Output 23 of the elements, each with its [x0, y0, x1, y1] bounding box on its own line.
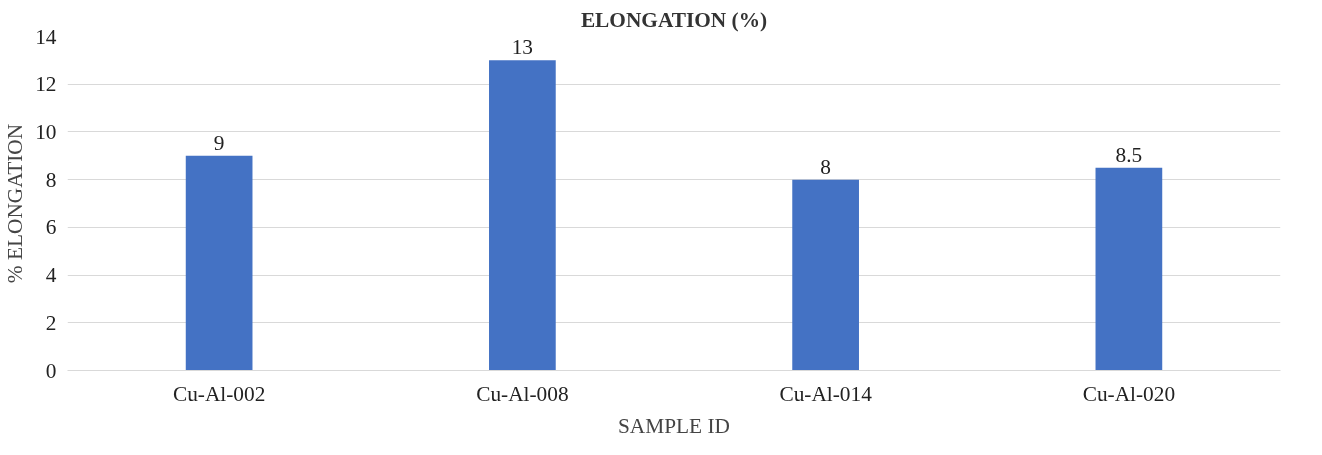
y-tick-label: 2 — [45, 310, 57, 335]
y-tick-label: 12 — [35, 72, 57, 97]
y-tick-label: 8 — [45, 167, 57, 192]
y-tick-label: 10 — [35, 119, 57, 144]
x-tick-label: Cu-Al-008 — [476, 381, 569, 406]
y-tick-label: 14 — [35, 24, 57, 49]
data-label: 8 — [820, 154, 831, 179]
chart-title: ELONGATION (%) — [580, 7, 768, 32]
y-tick-label: 0 — [45, 358, 57, 383]
x-tick-label: Cu-Al-002 — [172, 381, 266, 406]
x-tick-label: Cu-Al-020 — [1082, 381, 1176, 406]
x-axis-title: SAMPLE ID — [618, 413, 730, 438]
data-label: 13 — [511, 35, 534, 60]
bar — [185, 155, 253, 371]
y-tick-label: 4 — [45, 263, 57, 288]
data-label: 8.5 — [1115, 142, 1143, 167]
y-axis-title: % ELONGATION — [3, 123, 28, 284]
bar — [489, 60, 556, 371]
x-tick-label: Cu-Al-014 — [779, 381, 873, 406]
data-label: 9 — [213, 130, 225, 155]
bar — [1095, 167, 1163, 371]
bar — [792, 179, 859, 371]
y-tick-label: 6 — [45, 215, 57, 240]
